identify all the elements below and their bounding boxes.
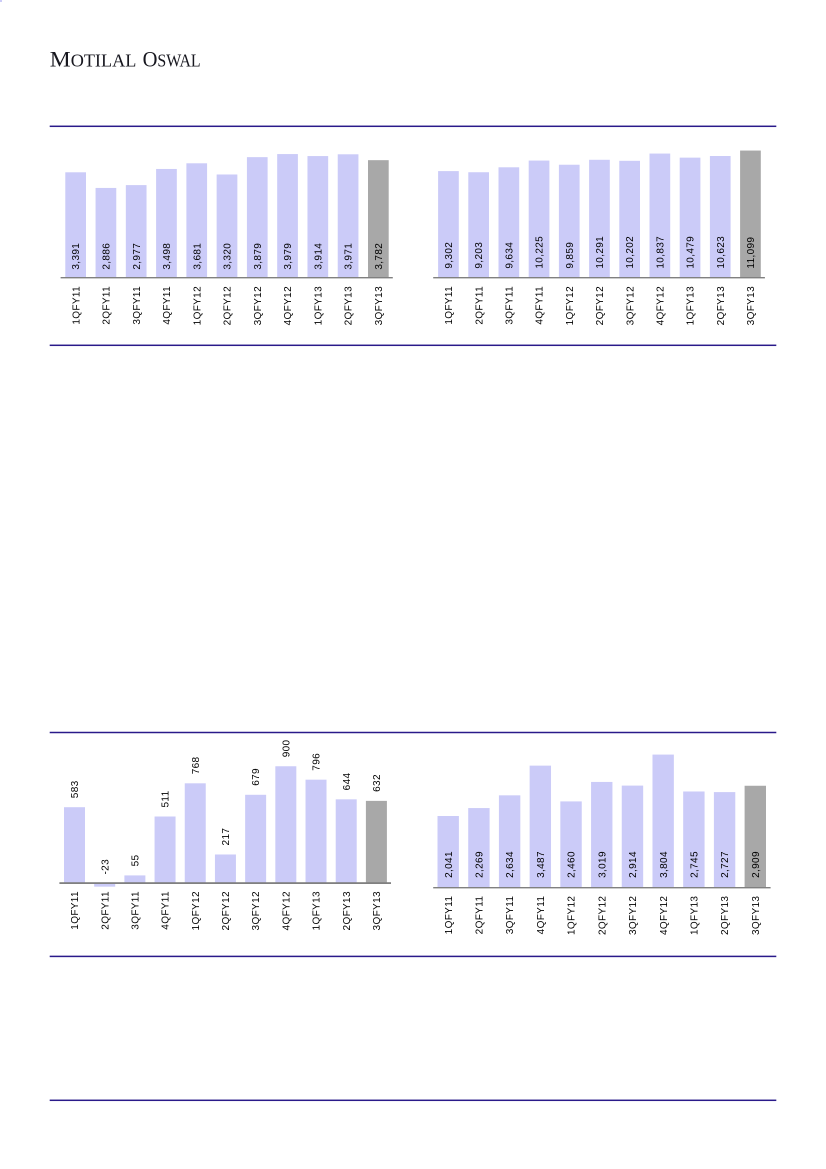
svg-text:1QFY11: 1QFY11 [71, 286, 82, 325]
svg-text:3QFY12: 3QFY12 [251, 891, 262, 930]
svg-text:2QFY11: 2QFY11 [100, 891, 111, 930]
svg-text:3,782: 3,782 [374, 243, 385, 270]
svg-text:3QFY11: 3QFY11 [130, 891, 141, 930]
svg-text:4QFY11: 4QFY11 [535, 286, 546, 325]
svg-text:1QFY13: 1QFY13 [313, 286, 324, 325]
svg-text:3,019: 3,019 [597, 851, 608, 878]
svg-text:3,971: 3,971 [344, 243, 355, 270]
svg-text:1QFY12: 1QFY12 [191, 891, 202, 930]
svg-text:2QFY11: 2QFY11 [102, 286, 113, 325]
svg-text:3QFY13: 3QFY13 [372, 891, 383, 930]
svg-text:2QFY13: 2QFY13 [342, 891, 353, 930]
svg-text:2,914: 2,914 [628, 851, 639, 878]
svg-text:1QFY12: 1QFY12 [565, 286, 576, 325]
svg-text:3QFY11: 3QFY11 [132, 286, 143, 325]
svg-text:10,837: 10,837 [655, 236, 666, 269]
svg-text:2,977: 2,977 [132, 243, 143, 270]
svg-text:3QFY12: 3QFY12 [628, 896, 639, 935]
svg-text:796: 796 [312, 753, 323, 771]
svg-text:2QFY13: 2QFY13 [344, 286, 355, 325]
svg-text:4QFY11: 4QFY11 [162, 286, 173, 325]
svg-text:3,391: 3,391 [71, 243, 82, 270]
svg-text:583: 583 [70, 780, 81, 798]
svg-text:1QFY12: 1QFY12 [192, 286, 203, 325]
svg-text:3,804: 3,804 [659, 851, 670, 878]
svg-text:2,745: 2,745 [689, 851, 700, 878]
svg-text:2,460: 2,460 [567, 851, 578, 878]
svg-text:10,291: 10,291 [595, 236, 606, 269]
svg-text:2QFY12: 2QFY12 [597, 896, 608, 935]
svg-text:3QFY13: 3QFY13 [751, 896, 762, 935]
svg-text:4QFY12: 4QFY12 [655, 286, 666, 325]
svg-text:2QFY12: 2QFY12 [223, 286, 234, 325]
svg-text:2,909: 2,909 [751, 851, 762, 878]
svg-text:2QFY12: 2QFY12 [221, 891, 232, 930]
svg-text:1QFY11: 1QFY11 [70, 891, 81, 930]
svg-text:1QFY13: 1QFY13 [689, 896, 700, 935]
svg-text:1QFY11: 1QFY11 [444, 896, 455, 935]
svg-text:2,269: 2,269 [475, 851, 486, 878]
svg-text:1QFY12: 1QFY12 [567, 896, 578, 935]
svg-text:2QFY13: 2QFY13 [720, 896, 731, 935]
svg-text:OSWAL: OSWAL [143, 46, 201, 71]
svg-text:2QFY12: 2QFY12 [595, 286, 606, 325]
svg-text:3QFY12: 3QFY12 [253, 286, 264, 325]
svg-text:2,727: 2,727 [720, 851, 731, 878]
svg-text:10,479: 10,479 [686, 236, 697, 269]
svg-text:4QFY12: 4QFY12 [283, 286, 294, 325]
svg-text:55: 55 [130, 854, 141, 866]
svg-text:10,623: 10,623 [716, 236, 727, 269]
svg-text:3,487: 3,487 [536, 851, 547, 878]
svg-text:3QFY12: 3QFY12 [625, 286, 636, 325]
svg-text:9,203: 9,203 [474, 242, 485, 269]
svg-text:2,041: 2,041 [444, 851, 455, 878]
svg-text:1QFY13: 1QFY13 [686, 286, 697, 325]
svg-text:2QFY11: 2QFY11 [474, 286, 485, 325]
svg-text:3QFY11: 3QFY11 [505, 896, 516, 935]
svg-text:4QFY11: 4QFY11 [161, 891, 172, 930]
svg-text:679: 679 [251, 768, 262, 786]
svg-text:3,681: 3,681 [192, 243, 203, 270]
svg-text:632: 632 [372, 774, 383, 792]
svg-text:9,302: 9,302 [444, 242, 455, 269]
svg-text:4QFY12: 4QFY12 [659, 896, 670, 935]
svg-text:217: 217 [221, 828, 232, 846]
svg-text:2,886: 2,886 [102, 243, 113, 270]
svg-text:3,879: 3,879 [253, 243, 264, 270]
svg-text:4QFY11: 4QFY11 [536, 896, 547, 935]
svg-text:3,979: 3,979 [283, 243, 294, 270]
svg-text:644: 644 [342, 772, 353, 790]
svg-text:2,634: 2,634 [505, 851, 516, 878]
svg-text:3,498: 3,498 [162, 243, 173, 270]
svg-text:11,099: 11,099 [746, 237, 757, 269]
svg-text:3,914: 3,914 [313, 243, 324, 270]
svg-text:900: 900 [281, 739, 292, 757]
svg-text:10,202: 10,202 [625, 236, 636, 269]
svg-text:3QFY11: 3QFY11 [504, 286, 515, 325]
svg-text:4QFY12: 4QFY12 [281, 891, 292, 930]
svg-text:3QFY13: 3QFY13 [746, 286, 757, 325]
svg-text:768: 768 [191, 756, 202, 774]
svg-text:9,859: 9,859 [565, 242, 576, 269]
svg-text:3,320: 3,320 [223, 243, 234, 270]
svg-text:3QFY13: 3QFY13 [374, 286, 385, 325]
svg-text:2QFY13: 2QFY13 [716, 286, 727, 325]
svg-text:511: 511 [161, 790, 172, 807]
svg-text:10,225: 10,225 [535, 236, 546, 269]
svg-text:-23: -23 [100, 859, 111, 875]
svg-text:1QFY13: 1QFY13 [312, 891, 323, 930]
svg-text:9,634: 9,634 [504, 242, 515, 269]
svg-text:1QFY11: 1QFY11 [444, 286, 455, 325]
svg-text:MOTILAL: MOTILAL [50, 46, 136, 71]
svg-text:2QFY11: 2QFY11 [475, 896, 486, 935]
